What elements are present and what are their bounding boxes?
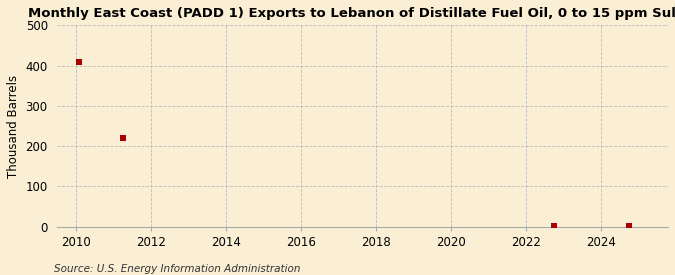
Point: [623, 223, 634, 228]
Title: Monthly East Coast (PADD 1) Exports to Lebanon of Distillate Fuel Oil, 0 to 15 p: Monthly East Coast (PADD 1) Exports to L…: [28, 7, 675, 20]
Point: [117, 136, 128, 140]
Point: [74, 59, 84, 64]
Text: Source: U.S. Energy Information Administration: Source: U.S. Energy Information Administ…: [54, 264, 300, 274]
Point: [548, 223, 559, 228]
Y-axis label: Thousand Barrels: Thousand Barrels: [7, 75, 20, 178]
